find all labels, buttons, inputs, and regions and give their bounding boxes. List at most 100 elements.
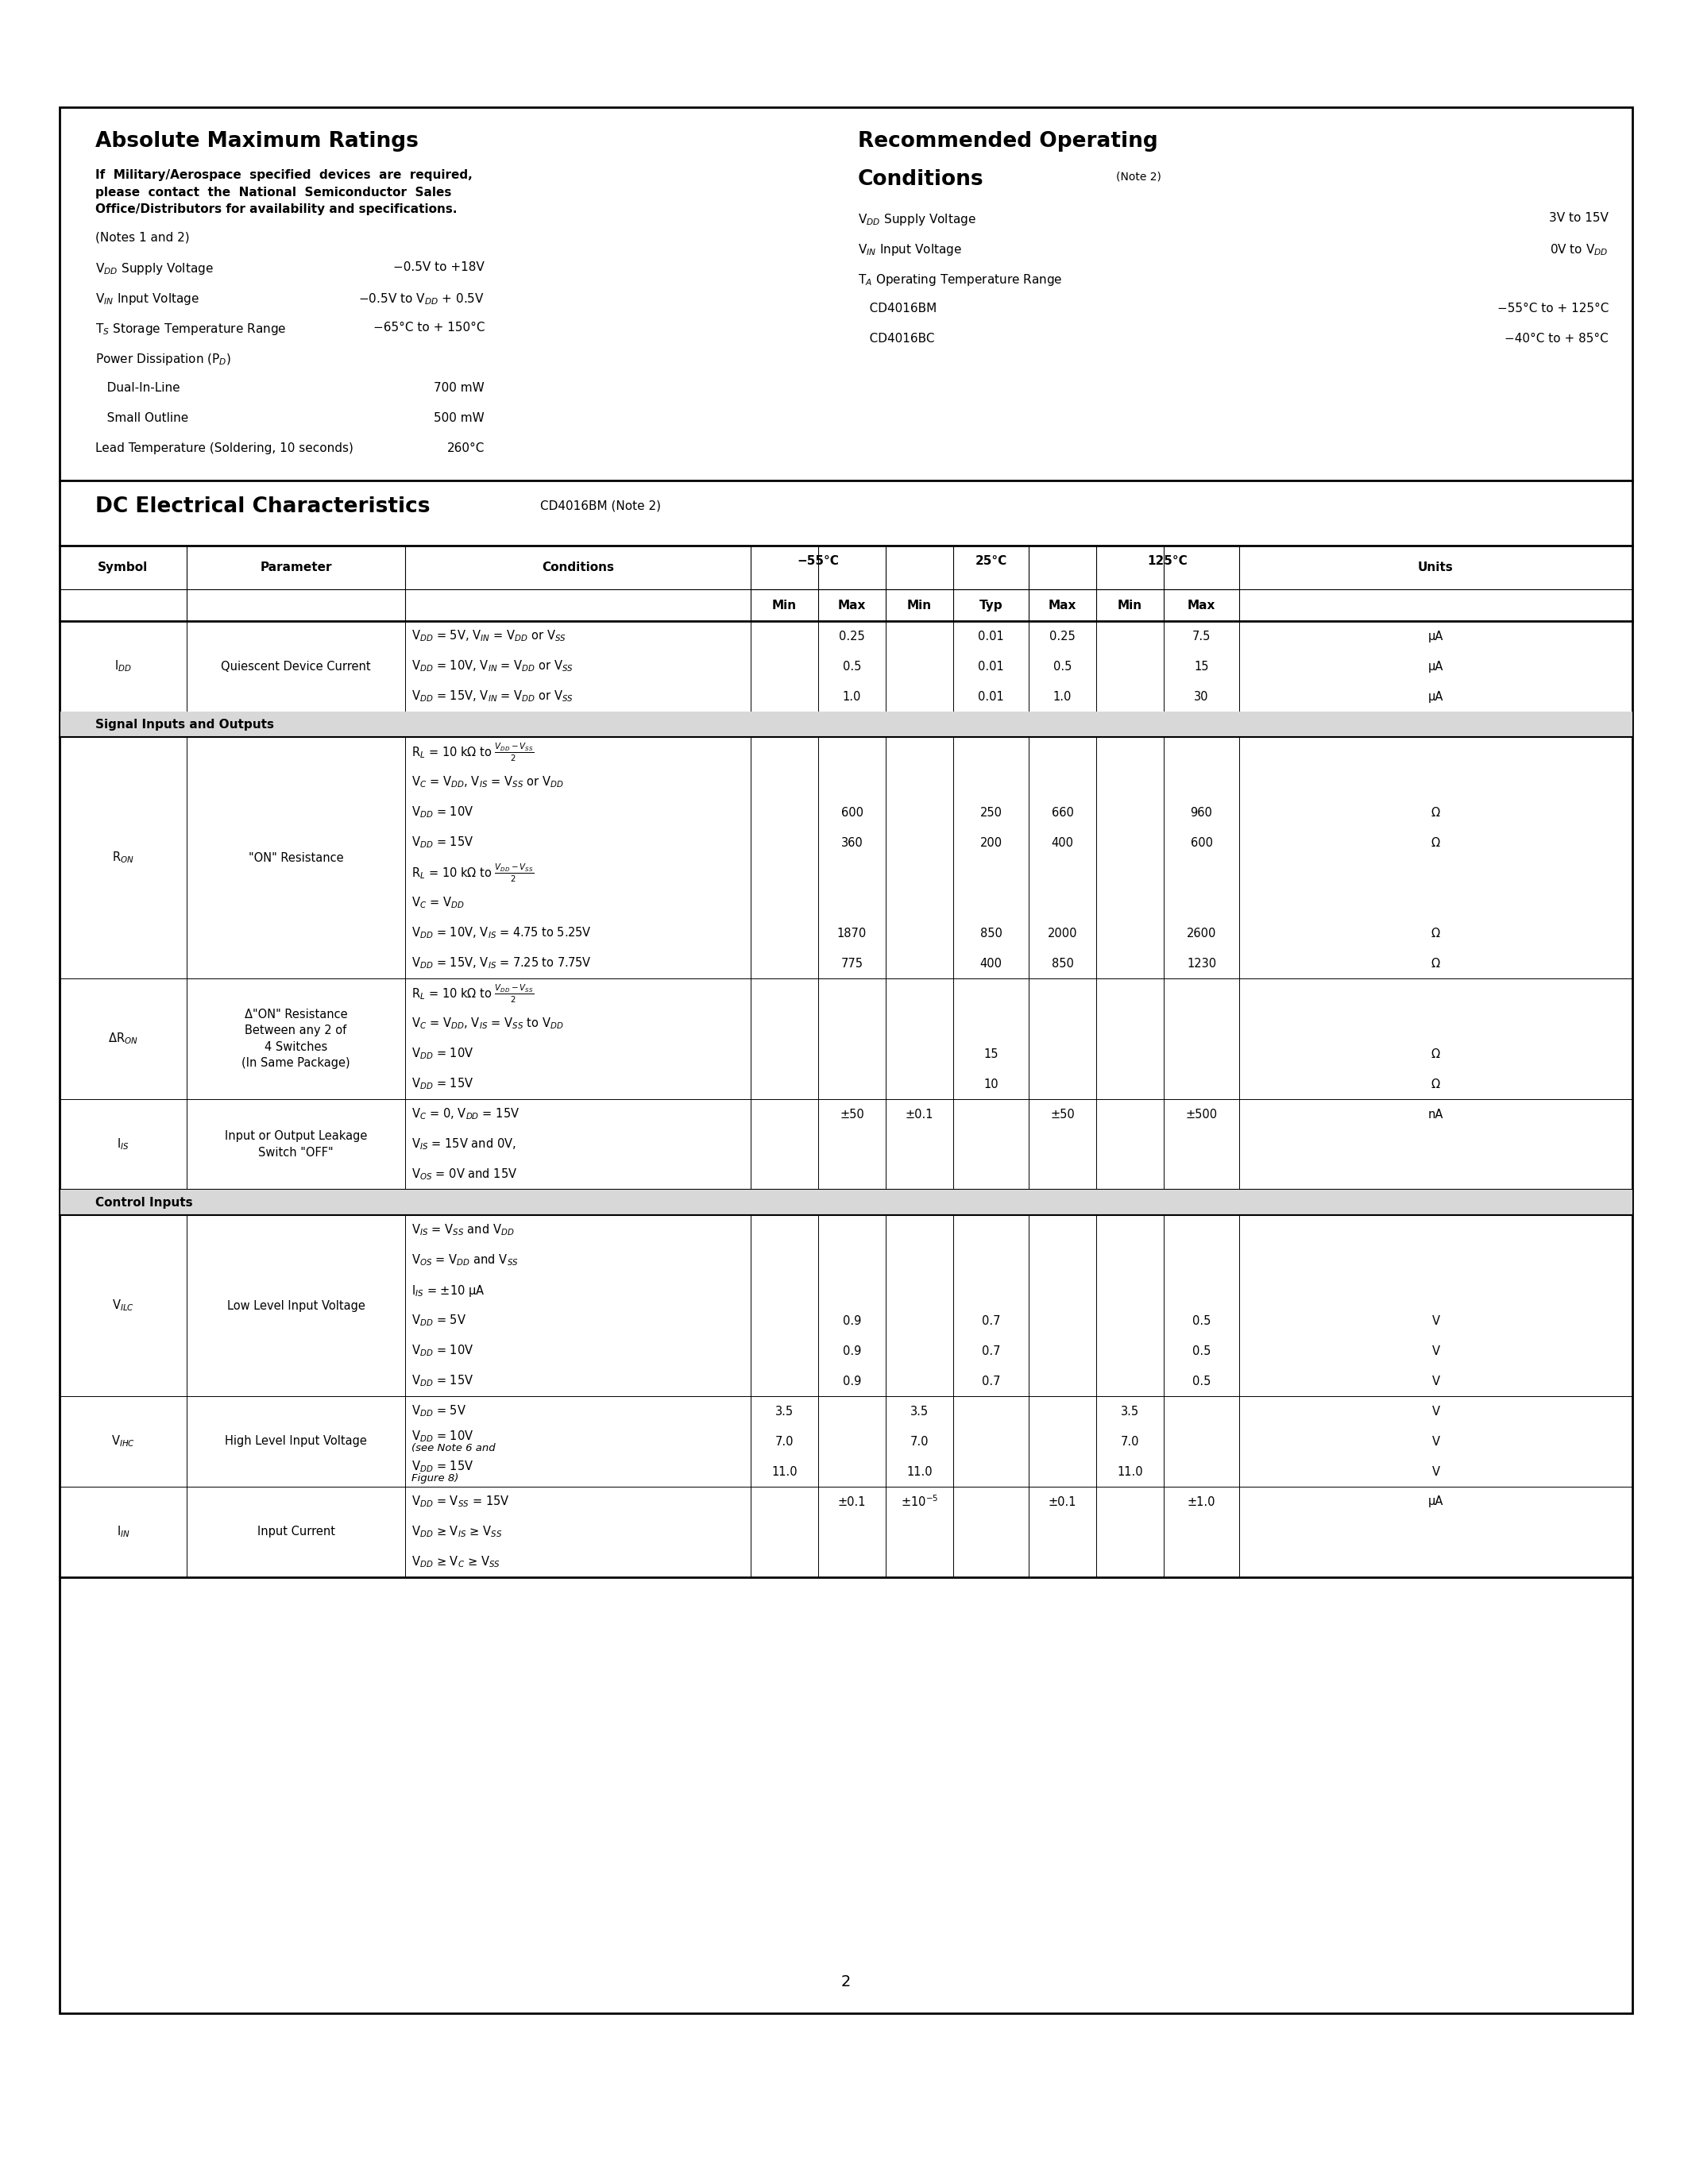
Text: V: V	[1431, 1404, 1440, 1417]
Text: Low Level Input Voltage: Low Level Input Voltage	[226, 1299, 365, 1313]
Text: 0.01: 0.01	[977, 660, 1004, 673]
Text: V$_{DD}$ ≥ V$_C$ ≥ V$_{SS}$: V$_{DD}$ ≥ V$_C$ ≥ V$_{SS}$	[412, 1555, 501, 1570]
Text: Max: Max	[1187, 598, 1215, 612]
Text: 775: 775	[841, 957, 863, 970]
Text: 7.0: 7.0	[1121, 1435, 1139, 1448]
Text: R$_{ON}$: R$_{ON}$	[111, 850, 133, 865]
Text: Signal Inputs and Outputs: Signal Inputs and Outputs	[95, 719, 273, 729]
Text: V$_{DD}$ Supply Voltage: V$_{DD}$ Supply Voltage	[858, 212, 976, 227]
Text: Parameter: Parameter	[260, 561, 333, 574]
Text: 1.0: 1.0	[1053, 690, 1072, 703]
Text: CD4016BC: CD4016BC	[858, 332, 935, 345]
Text: Ω: Ω	[1431, 836, 1440, 850]
Text: V$_{DD}$ = 10V, V$_{IS}$ = 4.75 to 5.25V: V$_{DD}$ = 10V, V$_{IS}$ = 4.75 to 5.25V	[412, 926, 591, 941]
Text: 0.9: 0.9	[842, 1345, 861, 1356]
Text: If  Military/Aerospace  specified  devices  are  required,
please  contact  the : If Military/Aerospace specified devices …	[95, 168, 473, 216]
Text: V$_{IHC}$: V$_{IHC}$	[111, 1435, 135, 1448]
Text: Ω: Ω	[1431, 1048, 1440, 1059]
Text: V$_{DD}$ = 15V: V$_{DD}$ = 15V	[412, 1459, 474, 1474]
Text: 10: 10	[984, 1079, 998, 1090]
Text: μA: μA	[1428, 1496, 1443, 1507]
Text: 250: 250	[979, 806, 1003, 819]
Text: V$_{DD}$ = 10V: V$_{DD}$ = 10V	[412, 1046, 474, 1061]
Text: 11.0: 11.0	[1117, 1465, 1143, 1479]
Text: V$_{DD}$ = 10V, V$_{IN}$ = V$_{DD}$ or V$_{SS}$: V$_{DD}$ = 10V, V$_{IN}$ = V$_{DD}$ or V…	[412, 660, 574, 673]
Text: −40°C to + 85°C: −40°C to + 85°C	[1504, 332, 1609, 345]
Text: V$_{DD}$ = 10V: V$_{DD}$ = 10V	[412, 1428, 474, 1444]
Text: 15: 15	[1193, 660, 1209, 673]
Text: V$_C$ = 0, V$_{DD}$ = 15V: V$_C$ = 0, V$_{DD}$ = 15V	[412, 1107, 520, 1123]
Text: V$_{DD}$ = 15V: V$_{DD}$ = 15V	[412, 1077, 474, 1092]
Text: V$_{DD}$ = 5V: V$_{DD}$ = 5V	[412, 1404, 466, 1420]
Bar	[59, 107, 1632, 2014]
Text: V$_{DD}$ = 5V: V$_{DD}$ = 5V	[412, 1313, 466, 1328]
Text: 30: 30	[1193, 690, 1209, 703]
Text: Small Outline: Small Outline	[95, 413, 189, 424]
Text: 1870: 1870	[837, 928, 866, 939]
Text: T$_S$ Storage Temperature Range: T$_S$ Storage Temperature Range	[95, 321, 287, 336]
Text: V$_{IS}$ = 15V and 0V,: V$_{IS}$ = 15V and 0V,	[412, 1138, 517, 1151]
Text: ±0.1: ±0.1	[837, 1496, 866, 1507]
Text: Conditions: Conditions	[542, 561, 614, 574]
Text: 960: 960	[1190, 806, 1212, 819]
Text: 0.7: 0.7	[982, 1376, 1001, 1387]
Text: V$_{DD}$ = 5V, V$_{IN}$ = V$_{DD}$ or V$_{SS}$: V$_{DD}$ = 5V, V$_{IN}$ = V$_{DD}$ or V$…	[412, 629, 565, 644]
Text: ±500: ±500	[1185, 1107, 1217, 1120]
Text: R$_L$ = 10 kΩ to $\frac{V_{DD}-V_{SS}}{2}$: R$_L$ = 10 kΩ to $\frac{V_{DD}-V_{SS}}{2…	[412, 740, 533, 762]
Text: −0.5V to V$_{DD}$ + 0.5V: −0.5V to V$_{DD}$ + 0.5V	[358, 290, 484, 306]
Text: (Notes 1 and 2): (Notes 1 and 2)	[95, 232, 189, 242]
Text: 0.9: 0.9	[842, 1376, 861, 1387]
Text: 0V to V$_{DD}$: 0V to V$_{DD}$	[1550, 242, 1609, 258]
Text: (see Note 6 and: (see Note 6 and	[412, 1444, 495, 1452]
Text: Quiescent Device Current: Quiescent Device Current	[221, 660, 371, 673]
Text: Ω: Ω	[1431, 928, 1440, 939]
Text: V$_{DD}$ = V$_{SS}$ = 15V: V$_{DD}$ = V$_{SS}$ = 15V	[412, 1494, 510, 1509]
Text: 600: 600	[841, 806, 863, 819]
Text: V$_{DD}$ = 15V: V$_{DD}$ = 15V	[412, 1374, 474, 1389]
Text: ±0.1: ±0.1	[905, 1107, 933, 1120]
Text: 0.5: 0.5	[842, 660, 861, 673]
Text: 0.25: 0.25	[1050, 631, 1075, 642]
Text: Min: Min	[1117, 598, 1143, 612]
Text: Input or Output Leakage
Switch "OFF": Input or Output Leakage Switch "OFF"	[225, 1131, 368, 1158]
Text: nA: nA	[1428, 1107, 1443, 1120]
Text: Figure 8): Figure 8)	[412, 1472, 459, 1483]
Text: 0.5: 0.5	[1192, 1315, 1210, 1326]
Text: Max: Max	[837, 598, 866, 612]
Text: 125°C: 125°C	[1148, 555, 1188, 568]
Text: 500 mW: 500 mW	[434, 413, 484, 424]
Text: ±50: ±50	[839, 1107, 864, 1120]
Text: 1.0: 1.0	[842, 690, 861, 703]
Text: ±50: ±50	[1050, 1107, 1075, 1120]
Text: Δ"ON" Resistance
Between any 2 of
4 Switches
(In Same Package): Δ"ON" Resistance Between any 2 of 4 Swit…	[241, 1009, 349, 1068]
Text: 400: 400	[979, 957, 1003, 970]
Text: V$_{DD}$ ≥ V$_{IS}$ ≥ V$_{SS}$: V$_{DD}$ ≥ V$_{IS}$ ≥ V$_{SS}$	[412, 1524, 503, 1540]
Text: V: V	[1431, 1435, 1440, 1448]
Text: 25°C: 25°C	[976, 555, 1008, 568]
Text: 3.5: 3.5	[775, 1404, 793, 1417]
Text: High Level Input Voltage: High Level Input Voltage	[225, 1435, 366, 1448]
Text: CD4016BM: CD4016BM	[858, 304, 937, 314]
Text: 7.0: 7.0	[775, 1435, 793, 1448]
Text: V: V	[1431, 1345, 1440, 1356]
Text: 3.5: 3.5	[910, 1404, 928, 1417]
Text: Recommended Operating: Recommended Operating	[858, 131, 1158, 151]
Text: 1230: 1230	[1187, 957, 1215, 970]
Text: −0.5V to +18V: −0.5V to +18V	[393, 262, 484, 273]
Text: 0.01: 0.01	[977, 631, 1004, 642]
Text: V$_C$ = V$_{DD}$: V$_C$ = V$_{DD}$	[412, 895, 464, 911]
Text: Min: Min	[771, 598, 797, 612]
Text: I$_{IS}$ = ±10 μA: I$_{IS}$ = ±10 μA	[412, 1282, 484, 1297]
Text: DC Electrical Characteristics: DC Electrical Characteristics	[95, 496, 430, 518]
Text: 360: 360	[841, 836, 863, 850]
Text: (Note 2): (Note 2)	[1116, 170, 1161, 181]
Text: 0.01: 0.01	[977, 690, 1004, 703]
Text: T$_A$ Operating Temperature Range: T$_A$ Operating Temperature Range	[858, 273, 1062, 288]
Text: V$_{OS}$ = V$_{DD}$ and V$_{SS}$: V$_{OS}$ = V$_{DD}$ and V$_{SS}$	[412, 1254, 518, 1267]
Text: 7.0: 7.0	[910, 1435, 928, 1448]
Text: Input Current: Input Current	[257, 1527, 334, 1538]
Text: R$_L$ = 10 kΩ to $\frac{V_{DD}-V_{SS}}{2}$: R$_L$ = 10 kΩ to $\frac{V_{DD}-V_{SS}}{2…	[412, 863, 533, 885]
Text: 0.5: 0.5	[1053, 660, 1072, 673]
Text: 3V to 15V: 3V to 15V	[1550, 212, 1609, 225]
Text: V$_{IN}$ Input Voltage: V$_{IN}$ Input Voltage	[95, 290, 199, 306]
